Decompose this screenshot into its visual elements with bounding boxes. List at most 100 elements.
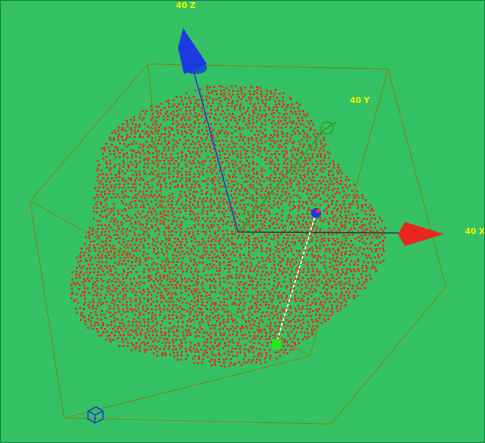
z-axis[interactable] <box>178 28 239 233</box>
cloud-point <box>92 298 95 301</box>
cloud-point <box>258 308 261 310</box>
cloud-point <box>175 95 178 98</box>
cloud-point <box>211 152 214 155</box>
cloud-point <box>122 268 125 271</box>
cloud-point <box>186 320 189 323</box>
cloud-point <box>181 203 183 206</box>
cloud-point <box>218 206 221 209</box>
cloud-point <box>95 203 98 206</box>
cloud-point <box>140 227 143 230</box>
cloud-point <box>316 132 319 135</box>
cloud-point <box>139 324 142 327</box>
cloud-point <box>138 244 141 247</box>
cloud-point <box>213 85 216 88</box>
cloud-point <box>381 233 384 236</box>
cloud-point <box>365 254 367 257</box>
cloud-point <box>104 240 107 243</box>
cloud-point <box>302 207 305 210</box>
cloud-point <box>264 190 267 192</box>
measure-probe[interactable] <box>272 208 321 349</box>
cloud-point <box>290 182 293 185</box>
cloud-point <box>181 158 183 161</box>
cloud-point <box>255 120 258 123</box>
y-axis[interactable] <box>237 121 337 233</box>
cloud-point <box>138 303 141 306</box>
cloud-point <box>204 220 207 222</box>
cloud-point <box>100 318 103 321</box>
cloud-point <box>214 239 217 242</box>
cloud-point <box>281 247 284 250</box>
cloud-point <box>112 203 115 206</box>
cloud-point <box>143 172 146 175</box>
cloud-point <box>120 313 123 316</box>
cloud-point <box>112 244 115 247</box>
cloud-point <box>240 364 243 367</box>
cloud-point <box>293 243 296 246</box>
cloud-point <box>209 170 212 173</box>
cloud-point <box>295 236 298 239</box>
cloud-point <box>263 109 266 112</box>
cloud-point <box>282 123 285 126</box>
cloud-point <box>206 341 209 344</box>
cloud-point <box>348 280 351 283</box>
view-cube-icon[interactable] <box>87 406 104 424</box>
cloud-point <box>166 118 169 121</box>
cloud-point <box>111 301 114 304</box>
cloud-point <box>228 93 231 96</box>
cloud-point <box>167 234 170 237</box>
cloud-point <box>194 301 197 304</box>
cloud-point <box>277 277 280 280</box>
cloud-point <box>260 330 263 333</box>
x-axis[interactable] <box>237 222 444 246</box>
cloud-point <box>172 99 175 102</box>
cloud-point <box>210 331 213 334</box>
cloud-point <box>177 123 180 126</box>
cloud-point <box>139 143 142 146</box>
cloud-point <box>110 143 113 146</box>
cloud-point <box>231 232 234 235</box>
cloud-point <box>295 269 298 272</box>
cloud-point <box>292 318 295 321</box>
cloud-point <box>284 276 286 279</box>
cloud-point <box>168 133 171 136</box>
cloud-point <box>163 136 166 139</box>
cloud-point <box>301 305 304 308</box>
cloud-point <box>186 195 189 198</box>
cloud-point <box>207 92 210 95</box>
cloud-point <box>134 233 137 236</box>
cloud-point <box>139 113 142 116</box>
cloud-point <box>240 290 242 293</box>
cloud-point <box>126 274 129 277</box>
cloud-point <box>274 153 276 156</box>
cloud-point <box>372 209 375 212</box>
cloud-point <box>230 237 233 239</box>
cloud-point <box>105 155 108 158</box>
cloud-point <box>138 190 141 193</box>
cloud-point <box>227 220 230 223</box>
cloud-point <box>241 177 244 180</box>
cloud-point <box>258 118 261 121</box>
cloud-point <box>298 271 301 274</box>
cloud-point <box>226 146 229 149</box>
cloud-point <box>308 335 310 338</box>
cloud-point <box>335 180 338 183</box>
cloud-point <box>297 106 299 109</box>
cloud-point <box>151 320 154 323</box>
cloud-point <box>284 327 287 330</box>
cloud-point <box>191 308 194 311</box>
cloud-point <box>158 126 161 129</box>
cloud-point <box>277 263 280 266</box>
cloud-point <box>326 210 329 213</box>
cloud-point <box>322 287 325 289</box>
cloud-point <box>139 333 142 336</box>
cloud-point <box>197 350 200 353</box>
cloud-point <box>237 276 240 279</box>
cloud-point <box>335 177 338 180</box>
cloud-point <box>205 351 208 354</box>
cloud-point <box>227 264 230 266</box>
cloud-point <box>345 247 347 249</box>
cloud-point <box>176 281 179 284</box>
cloud-point <box>226 321 229 323</box>
